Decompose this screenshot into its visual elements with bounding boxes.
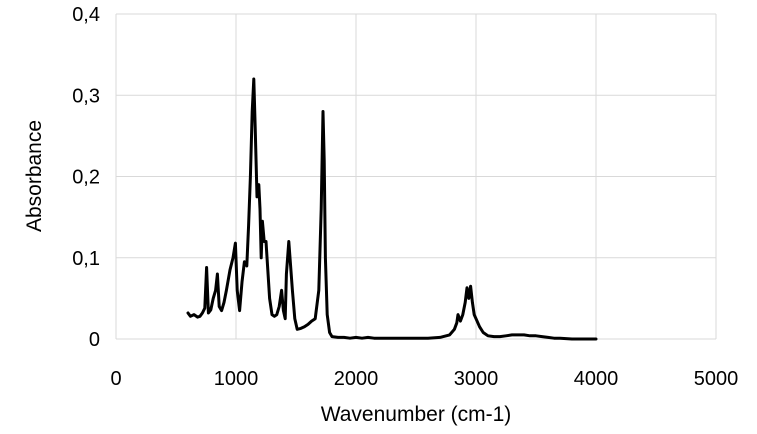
y-tick-label: 0 (89, 329, 100, 351)
x-tick-label: 1000 (214, 368, 259, 390)
y-tick-label: 0,4 (72, 4, 100, 26)
series-layer (186, 77, 598, 341)
y-tick-label: 0,1 (72, 248, 100, 270)
spectrum-line (186, 77, 598, 341)
x-tick-label: 4000 (574, 368, 619, 390)
y-tick-label: 0,2 (72, 167, 100, 189)
grid-lines (115, 13, 717, 339)
x-tick-label: 5000 (694, 368, 739, 390)
y-axis-title: Absorbance (23, 120, 46, 232)
x-tick-label: 2000 (334, 368, 379, 390)
x-tick-label: 3000 (454, 368, 499, 390)
y-tick-label: 0,3 (72, 85, 100, 107)
x-tick-labels: 0 1000 2000 3000 4000 5000 (110, 368, 738, 390)
y-tick-labels: 0 0,1 0,2 0,3 0,4 (72, 4, 100, 351)
x-tick-label: 0 (110, 368, 121, 390)
x-axis-title: Wavenumber (cm-1) (321, 403, 512, 426)
